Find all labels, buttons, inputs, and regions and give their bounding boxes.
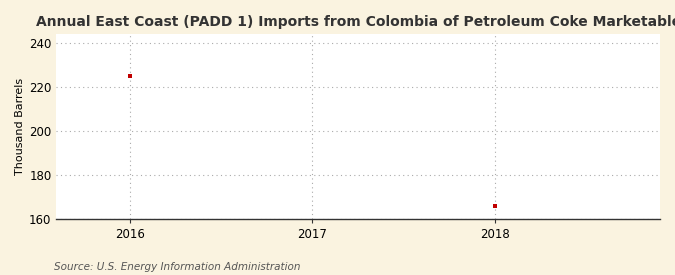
Title: Annual East Coast (PADD 1) Imports from Colombia of Petroleum Coke Marketable: Annual East Coast (PADD 1) Imports from … (36, 15, 675, 29)
Y-axis label: Thousand Barrels: Thousand Barrels (15, 78, 25, 175)
Text: Source: U.S. Energy Information Administration: Source: U.S. Energy Information Administ… (54, 262, 300, 272)
